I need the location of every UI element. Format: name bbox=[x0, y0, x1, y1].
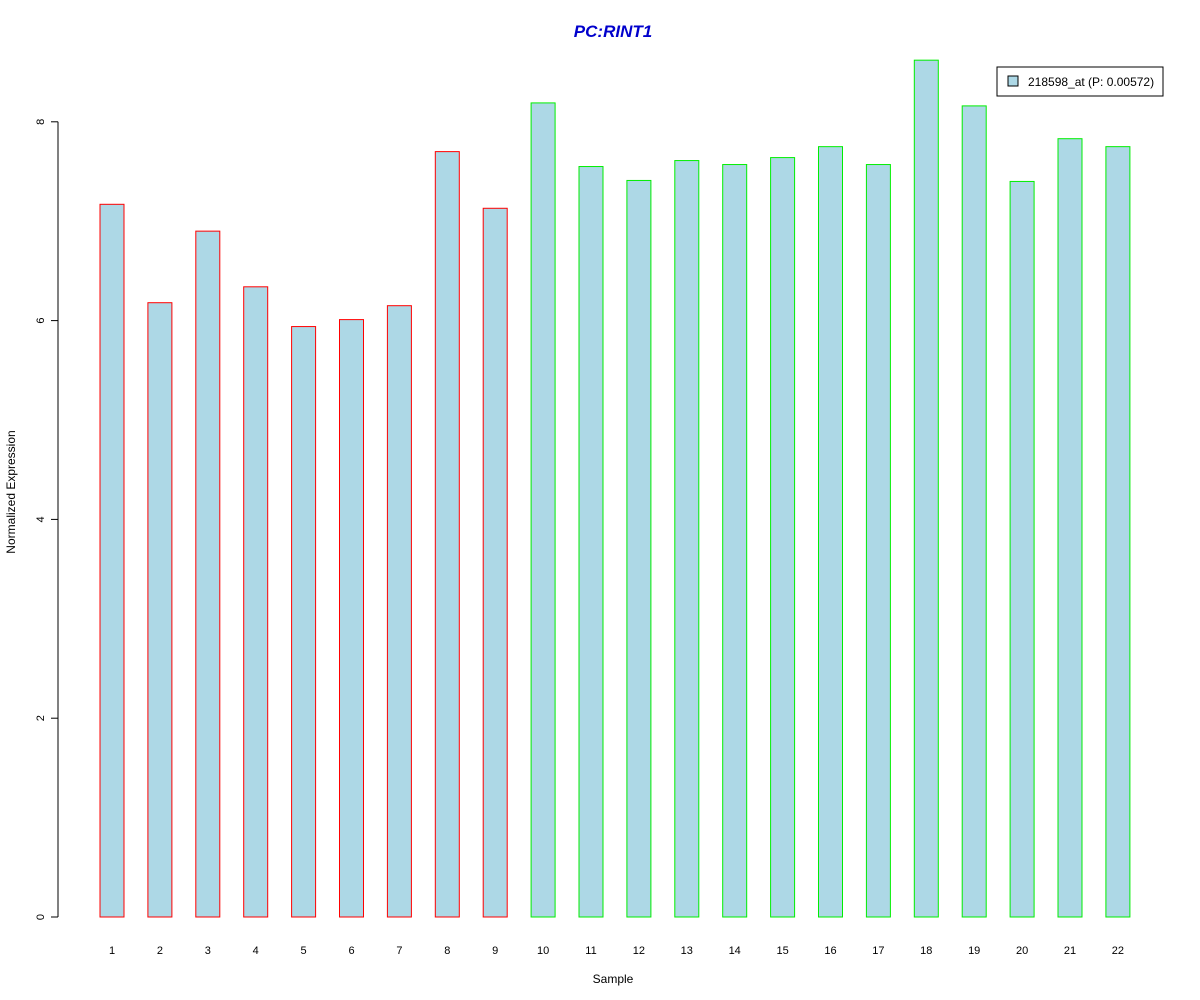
bar-sample-22 bbox=[1105, 146, 1131, 918]
bars-group bbox=[99, 59, 1131, 918]
x-tick-labels: 1 2 3 4 5 6 7 8 9 10 11 12 13 14 15 16 17 18 19 20 21 22 bbox=[109, 945, 1124, 957]
bar-sample-13 bbox=[674, 160, 700, 918]
bar-sample-17 bbox=[865, 164, 891, 918]
x-tick-label: 9 bbox=[492, 945, 498, 957]
x-tick-label: 3 bbox=[205, 945, 211, 957]
bar-sample-11 bbox=[578, 166, 604, 918]
y-tick-label: 6 bbox=[35, 318, 47, 324]
bar-sample-4 bbox=[243, 286, 269, 918]
x-tick-label: 15 bbox=[776, 945, 788, 957]
x-tick-label: 22 bbox=[1112, 945, 1124, 957]
bar-sample-21 bbox=[1057, 138, 1083, 918]
bar-sample-19 bbox=[961, 105, 987, 918]
x-tick-label: 2 bbox=[157, 945, 163, 957]
x-tick-label: 17 bbox=[872, 945, 884, 957]
x-tick-label: 8 bbox=[444, 945, 450, 957]
x-tick-label: 5 bbox=[301, 945, 307, 957]
x-tick-label: 13 bbox=[681, 945, 693, 957]
x-tick-label: 7 bbox=[396, 945, 402, 957]
bar-sample-8 bbox=[434, 151, 460, 918]
y-tick-label: 4 bbox=[35, 516, 47, 522]
y-tick-label: 2 bbox=[35, 715, 47, 721]
bar-sample-5 bbox=[291, 326, 317, 918]
x-tick-label: 19 bbox=[968, 945, 980, 957]
legend-swatch bbox=[1007, 75, 1019, 87]
chart-title: PC:RINT1 bbox=[574, 22, 652, 41]
x-axis-label: Sample bbox=[593, 972, 634, 986]
x-tick-label: 1 bbox=[109, 945, 115, 957]
x-tick-label: 21 bbox=[1064, 945, 1076, 957]
x-tick-label: 4 bbox=[253, 945, 259, 957]
bar-sample-18 bbox=[913, 59, 939, 918]
x-tick-label: 16 bbox=[824, 945, 836, 957]
bar-sample-16 bbox=[818, 146, 843, 918]
x-tick-label: 12 bbox=[633, 945, 645, 957]
bar-sample-7 bbox=[386, 305, 412, 918]
bar-sample-15 bbox=[770, 157, 796, 918]
bar-sample-1 bbox=[99, 203, 125, 918]
x-tick-label: 20 bbox=[1016, 945, 1028, 957]
legend-label: 218598_at (P: 0.00572) bbox=[1028, 75, 1154, 89]
x-tick-label: 18 bbox=[920, 945, 932, 957]
bar-sample-2 bbox=[147, 302, 173, 918]
y-axis-label: Normalized Expression bbox=[4, 430, 18, 553]
x-tick-label: 11 bbox=[585, 945, 596, 957]
bar-sample-9 bbox=[482, 207, 508, 918]
bar-sample-3 bbox=[195, 230, 221, 918]
bar-sample-20 bbox=[1009, 180, 1035, 918]
x-tick-label: 10 bbox=[537, 945, 549, 957]
x-tick-label: 14 bbox=[729, 945, 741, 957]
legend-box bbox=[996, 66, 1164, 97]
bar-sample-6 bbox=[339, 319, 364, 918]
bar-sample-10 bbox=[530, 102, 556, 918]
y-tick-label: 8 bbox=[35, 119, 47, 125]
x-tick-label: 6 bbox=[348, 945, 354, 957]
bar-sample-14 bbox=[722, 164, 748, 918]
y-tick-label: 0 bbox=[35, 914, 47, 920]
legend: 218598_at (P: 0.00572) bbox=[996, 66, 1164, 97]
bar-sample-12 bbox=[626, 179, 652, 918]
y-axis: 0 2 4 6 8 bbox=[35, 119, 59, 920]
